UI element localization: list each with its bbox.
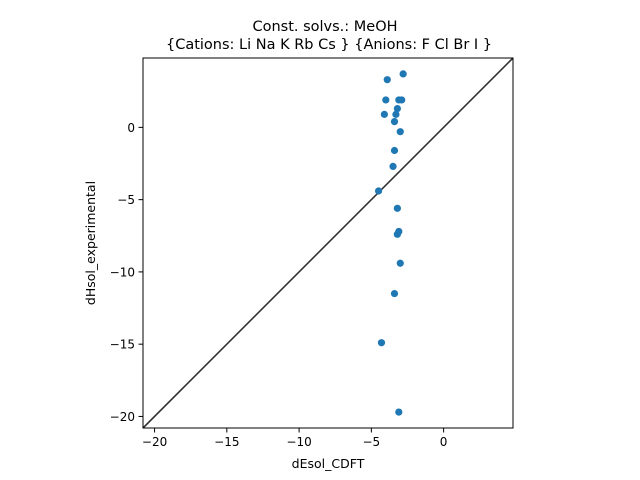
axes-frame [142, 57, 514, 429]
y-tick-label: −15 [110, 338, 135, 352]
data-point [390, 117, 399, 126]
chart-title-line-1: Const. solvs.: MeOH [252, 19, 397, 35]
y-tick-label: −5 [117, 193, 135, 207]
data-point [389, 162, 397, 170]
x-tick-label: −15 [214, 435, 239, 449]
x-tick-label: −20 [142, 435, 167, 449]
x-axis-label: dEsol_CDFT [292, 456, 365, 471]
chart-title-line-2: {Cations: Li Na K Rb Cs } {Anions: F Cl … [166, 37, 492, 53]
data-point [374, 187, 383, 195]
data-point [393, 230, 401, 238]
data-point [382, 96, 390, 104]
y-axis-label: dHsol_experimental [83, 181, 98, 305]
data-point [380, 110, 388, 118]
data-point [398, 96, 406, 104]
data-point [392, 110, 400, 118]
data-point [383, 76, 391, 84]
data-point [399, 70, 407, 78]
data-point [390, 146, 399, 155]
plot-area: −20 −15 −10 −5 0 −20 −15 −10 −5 0 [110, 57, 514, 449]
y-tick-label: 0 [127, 121, 135, 135]
data-point [396, 128, 404, 136]
x-tick-label: 0 [440, 435, 448, 449]
y-tick-label: −10 [110, 265, 135, 279]
data-point [393, 104, 401, 113]
data-point [377, 339, 386, 347]
y-tick-label: −20 [110, 410, 135, 424]
data-point [396, 259, 404, 267]
data-point [390, 289, 399, 298]
x-tick-label: −5 [363, 435, 381, 449]
identity-line [142, 57, 514, 429]
data-point [395, 408, 403, 416]
data-point [393, 204, 401, 212]
x-tick-label: −10 [286, 435, 311, 449]
